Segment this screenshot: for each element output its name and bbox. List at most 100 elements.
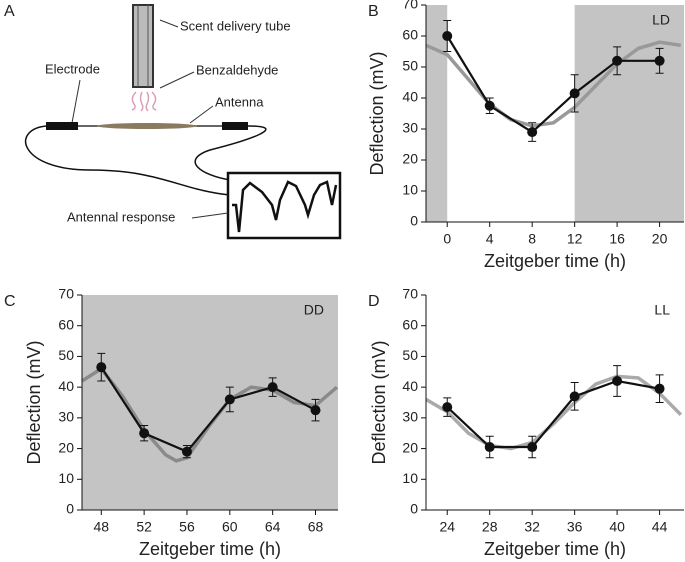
fit-curve	[81, 366, 339, 463]
y-tick-label: 50	[58, 347, 74, 363]
antenna	[97, 123, 197, 129]
x-tick-label: 24	[439, 519, 455, 535]
x-tick-label: 40	[609, 519, 625, 535]
leader	[189, 105, 214, 124]
y-tick-label: 70	[402, 286, 418, 302]
data-point	[181, 446, 192, 457]
data-point	[96, 362, 107, 373]
y-axis-label: Deflection (mV)	[369, 340, 389, 464]
panel-letter: C	[4, 293, 16, 310]
data-point	[224, 394, 235, 405]
y-tick-label: 40	[402, 378, 418, 394]
data-line	[446, 379, 660, 449]
leader	[71, 79, 81, 124]
label: Antenna	[215, 94, 264, 109]
data-point	[612, 55, 623, 66]
label: Benzaldehyde	[196, 62, 278, 77]
fit-curve	[425, 374, 683, 451]
data-point	[484, 100, 495, 111]
data-point	[654, 55, 665, 66]
diagram: A Scent delivery tube Benzaldehyde Elect…	[4, 3, 342, 240]
y-tick-label: 30	[58, 409, 74, 425]
wire	[24, 125, 231, 196]
panel-letter: B	[368, 3, 379, 20]
panel-letter: D	[368, 293, 380, 310]
y-tick-label: 50	[402, 58, 418, 74]
data-point	[139, 428, 150, 439]
panel-letter: A	[4, 3, 15, 20]
x-tick-label: 68	[308, 519, 324, 535]
y-axis-label: Deflection (mV)	[24, 340, 44, 464]
x-tick-label: 28	[482, 519, 498, 535]
chart: 0 10 20 30 40 50 60 70 48 52 56 60 64 68 Zeitgeber tim…	[4, 286, 339, 559]
data-line	[100, 366, 317, 453]
leader	[191, 212, 229, 219]
y-tick-label: 30	[402, 120, 418, 136]
waveform	[232, 180, 338, 233]
annotation: DD	[304, 302, 324, 318]
y-axis-label: Deflection (mV)	[367, 51, 387, 175]
y-tick-label: 10	[402, 470, 418, 486]
y-tick-label: 10	[402, 182, 418, 198]
y-tick-label: 40	[58, 378, 74, 394]
label: Electrode	[45, 61, 100, 76]
fit-curve	[425, 40, 682, 128]
x-tick-label: 12	[567, 231, 583, 247]
y-tick-label: 30	[402, 409, 418, 425]
shading	[426, 5, 448, 222]
y-tick-label: 60	[58, 316, 74, 332]
data-point	[569, 391, 580, 402]
label: Antennal response	[67, 209, 175, 224]
data-point	[569, 88, 580, 99]
y-tick-label: 0	[410, 213, 418, 229]
data-point	[654, 383, 665, 394]
x-axis-label: Zeitgeber time (h)	[484, 251, 626, 271]
x-tick-label: 0	[443, 231, 451, 247]
annotation: LD	[652, 12, 670, 28]
x-tick-label: 20	[652, 231, 668, 247]
x-tick-label: 60	[222, 519, 238, 535]
data-point	[442, 402, 453, 413]
x-tick-label: 48	[93, 519, 109, 535]
wire	[194, 125, 267, 181]
data-point	[527, 127, 538, 138]
odor-plume	[131, 91, 157, 112]
y-tick-label: 10	[58, 470, 74, 486]
data-point	[267, 382, 278, 393]
chart: 0 10 20 30 40 50 60 70 24 28 32 36 40 44 Zeitgeber tim…	[368, 286, 684, 559]
y-tick-label: 70	[58, 286, 74, 302]
x-tick-label: 44	[652, 519, 668, 535]
y-tick-label: 60	[402, 27, 418, 43]
y-tick-label: 60	[402, 316, 418, 332]
leader	[159, 71, 195, 89]
x-tick-label: 16	[609, 231, 625, 247]
x-tick-label: 36	[567, 519, 583, 535]
data-point	[310, 405, 321, 416]
x-tick-label: 8	[528, 231, 536, 247]
data-point	[527, 442, 538, 453]
x-tick-label: 32	[524, 519, 540, 535]
data-point	[442, 31, 453, 41]
y-tick-label: 70	[402, 0, 418, 12]
leader	[159, 19, 179, 28]
shading	[574, 5, 684, 222]
y-tick-label: 0	[410, 501, 418, 517]
data-line	[446, 35, 660, 134]
annotation: LL	[654, 302, 670, 318]
x-tick-label: 4	[486, 231, 494, 247]
y-tick-label: 0	[66, 501, 74, 517]
data-point	[612, 376, 623, 386]
y-tick-label: 20	[402, 439, 418, 455]
x-tick-label: 56	[179, 519, 195, 535]
x-axis-label: Zeitgeber time (h)	[139, 539, 281, 559]
x-tick-label: 64	[265, 519, 281, 535]
x-axis-label: Zeitgeber time (h)	[484, 539, 626, 559]
y-tick-label: 40	[402, 89, 418, 105]
chart: 0 10 20 30 40 50 60 70 0 4 8 12 16 20 Zeitgeber time (…	[367, 0, 684, 271]
y-tick-label: 20	[58, 439, 74, 455]
y-tick-label: 50	[402, 347, 418, 363]
label: Scent delivery tube	[180, 18, 291, 33]
x-tick-label: 52	[136, 519, 152, 535]
y-tick-label: 20	[402, 151, 418, 167]
